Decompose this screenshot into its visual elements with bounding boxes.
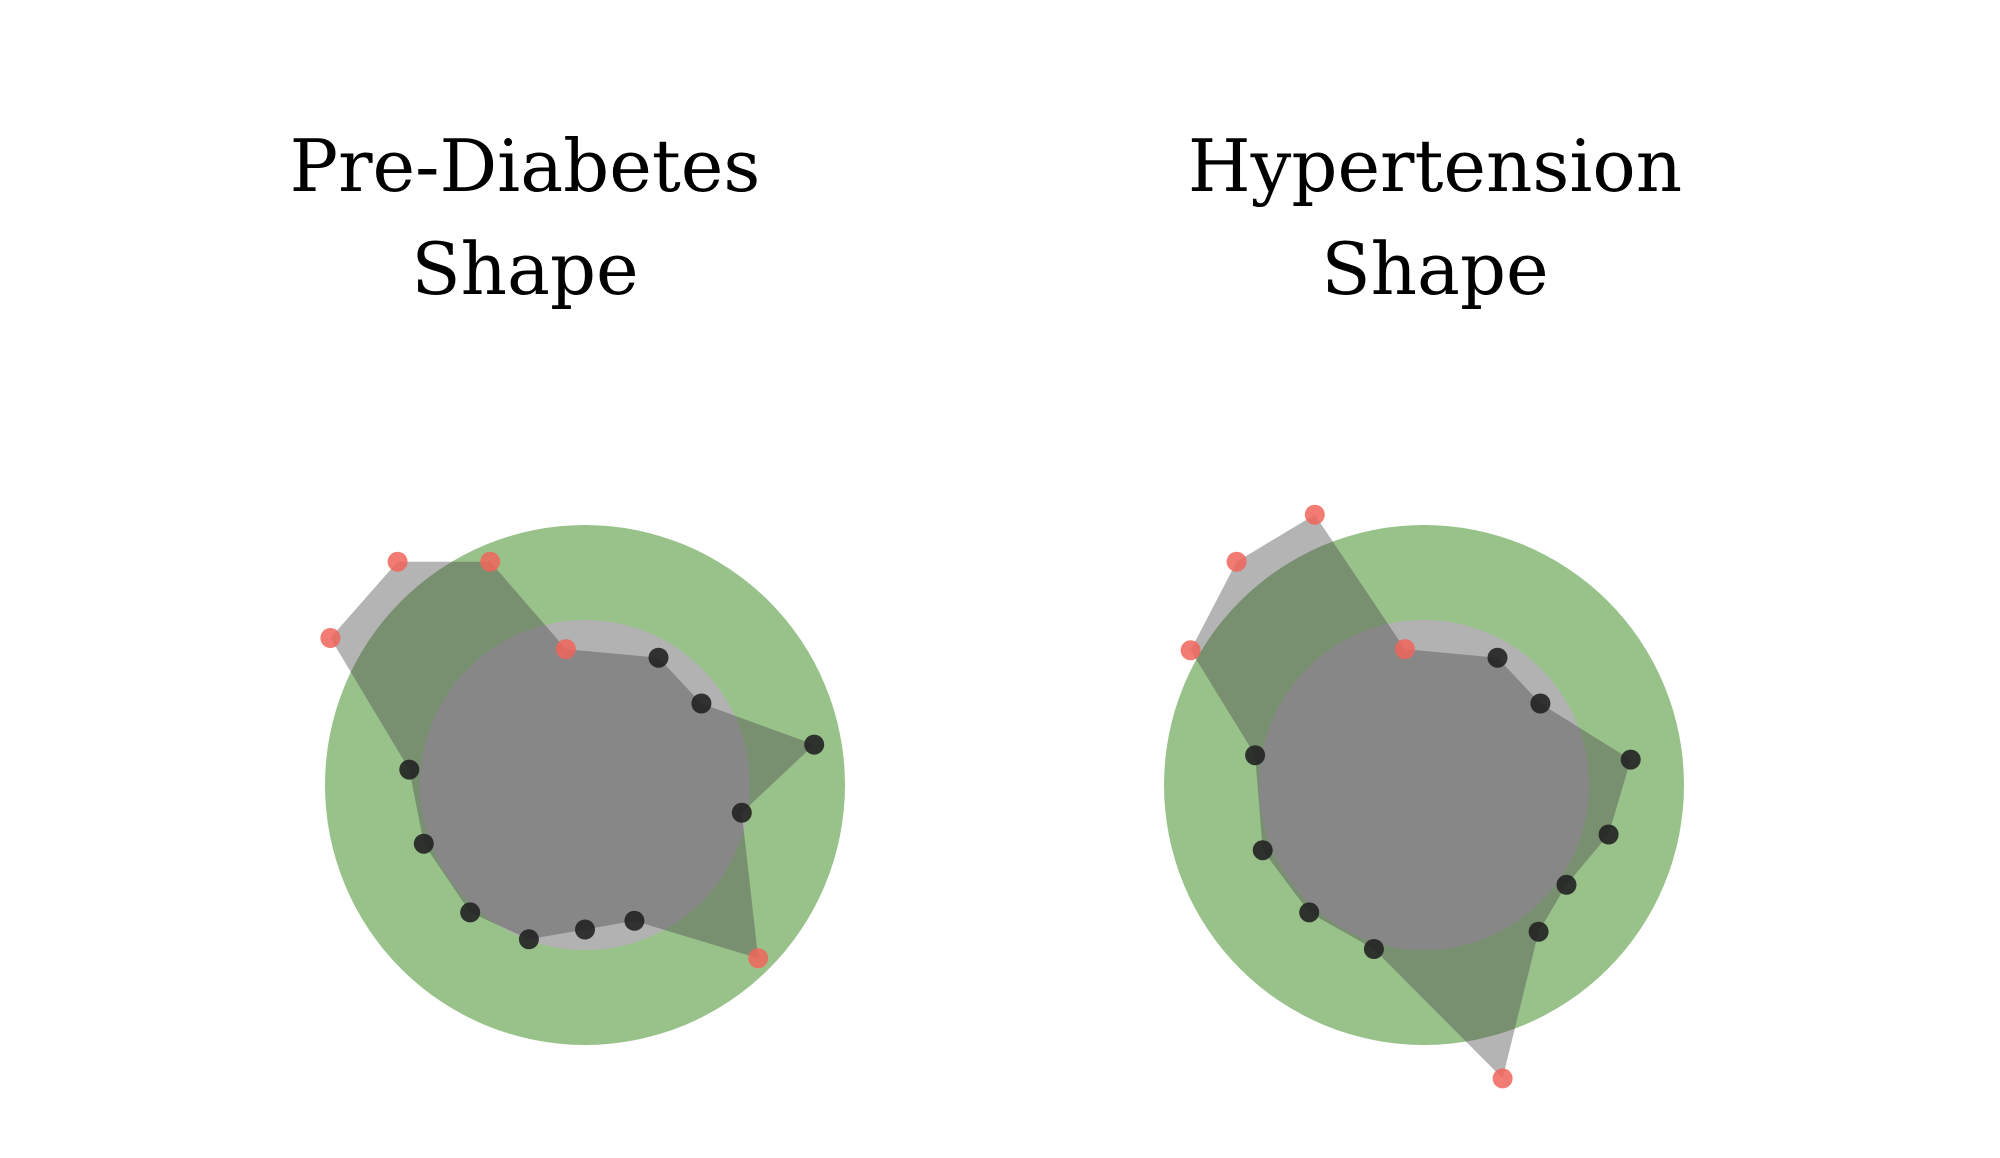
inner-disc <box>1259 620 1589 950</box>
in-range-point <box>691 693 712 714</box>
hypertension-title: Hypertension Shape <box>1187 124 1683 311</box>
in-range-point <box>1528 921 1549 942</box>
in-range-point <box>1299 902 1320 923</box>
in-range-point <box>399 759 420 780</box>
inner-disc <box>420 620 750 950</box>
out-of-range-point <box>480 551 501 572</box>
in-range-point <box>1598 824 1619 845</box>
in-range-point <box>1530 693 1551 714</box>
in-range-point <box>1245 745 1266 766</box>
shape-polygon <box>1190 514 1631 1079</box>
out-of-range-point <box>1394 639 1415 660</box>
out-of-range-point <box>748 948 769 969</box>
in-range-point <box>804 734 825 755</box>
in-range-point <box>1487 647 1508 668</box>
shape-polygon <box>330 561 815 959</box>
in-range-point <box>1556 874 1577 895</box>
in-range-point <box>731 802 752 823</box>
pre-diabetes-shape-panel <box>320 525 845 1045</box>
in-range-point <box>518 929 539 950</box>
out-of-range-point <box>387 551 408 572</box>
out-of-range-point <box>555 639 576 660</box>
in-range-point <box>1363 939 1384 959</box>
in-range-point <box>1252 840 1273 861</box>
out-of-range-point <box>1492 1068 1513 1089</box>
in-range-point <box>624 910 645 931</box>
out-of-range-point <box>1180 640 1201 661</box>
hypertension-shape-panel <box>1164 504 1684 1089</box>
in-range-point <box>648 647 669 668</box>
in-range-point <box>575 919 595 940</box>
in-range-point <box>413 833 434 854</box>
out-of-range-point <box>320 628 341 648</box>
pre-diabetes-title: Pre-Diabetes Shape <box>289 124 761 311</box>
in-range-point <box>1620 749 1641 770</box>
in-range-point <box>460 902 481 923</box>
out-of-range-point <box>1226 551 1247 572</box>
out-of-range-point <box>1304 504 1325 525</box>
